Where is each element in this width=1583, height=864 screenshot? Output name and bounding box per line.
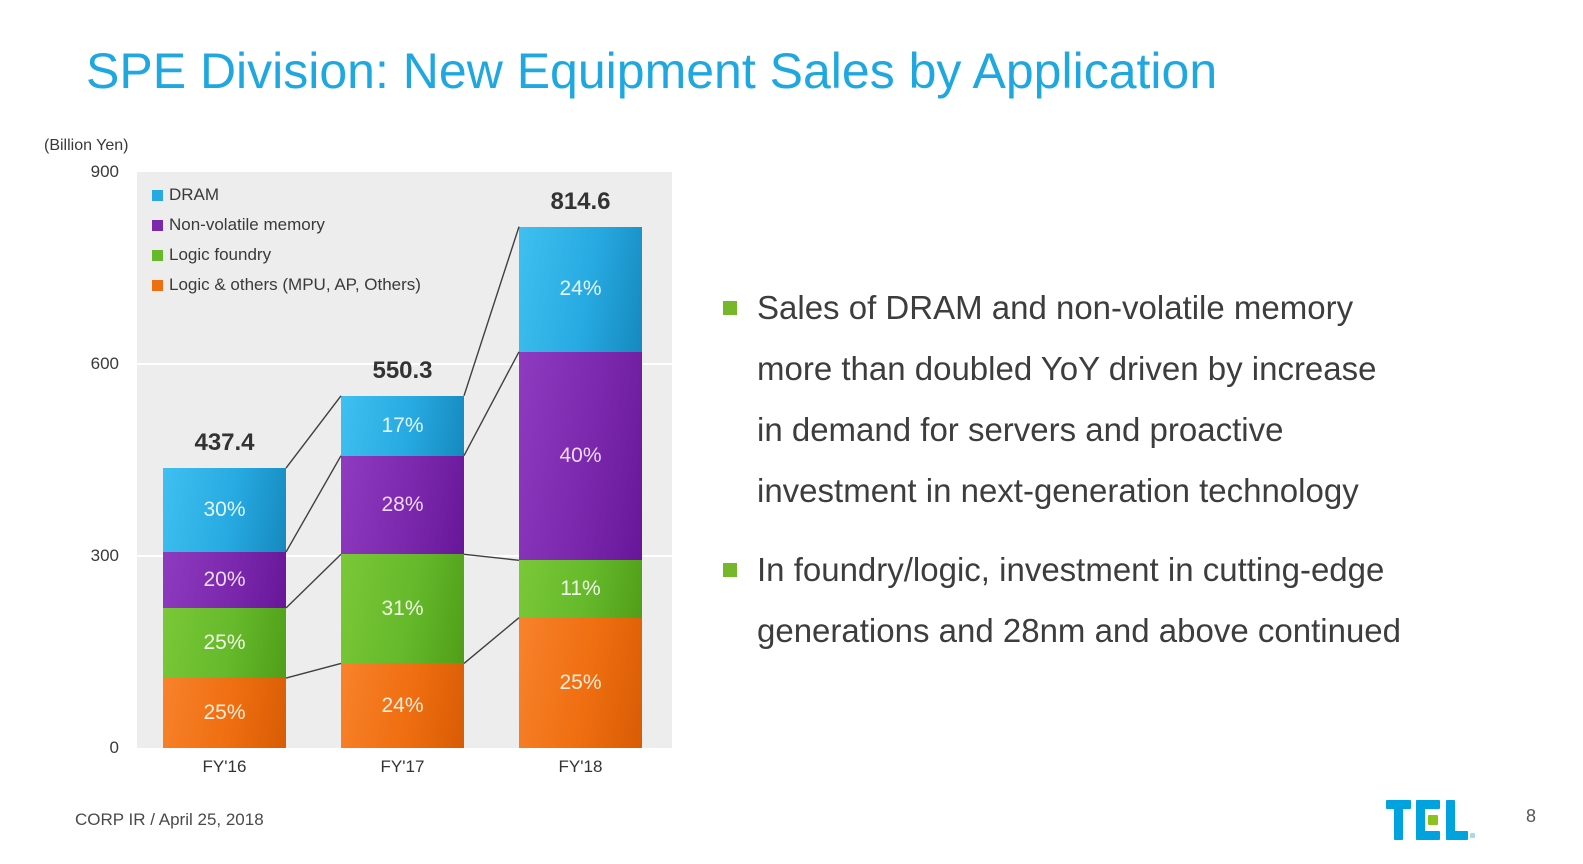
bar-segment-percent: 30% (203, 498, 246, 522)
x-tick-label: FY'16 (202, 757, 247, 776)
tel-logo-shape (1446, 831, 1468, 840)
tel-logo-shape (1446, 800, 1455, 840)
bar-total-label: 437.4 (194, 429, 255, 457)
legend-item: Logic foundry (152, 240, 421, 270)
bullet-line: investment in next-generation technology (757, 472, 1359, 509)
tel-logo-shape (1416, 831, 1440, 840)
chart-legend: DRAM Non-volatile memory Logic foundry Logi… (152, 180, 421, 300)
bullet-text: Sales of DRAM and non-volatile memory mo… (757, 277, 1377, 521)
bar-segment-percent: 25% (559, 670, 602, 694)
footer-credit: CORP IR / April 25, 2018 (75, 810, 264, 829)
legend-item: Non-volatile memory (152, 210, 421, 240)
bullet-square-icon (723, 301, 737, 315)
page-number: 8 (1525, 806, 1536, 826)
gridline-600 (137, 363, 672, 365)
connector-line (285, 662, 342, 679)
legend-label: Logic & others (MPU, AP, Others) (169, 275, 421, 294)
y-tick-label: 900 (90, 162, 119, 181)
bar-segment: 17% (341, 395, 464, 456)
bar-segment-percent: 17% (381, 413, 424, 437)
slide-title: SPE Division: New Equipment Sales by App… (86, 43, 1218, 99)
plot-area: DRAM Non-volatile memory Logic foundry Logi… (137, 172, 672, 748)
legend-swatch-icon (152, 189, 163, 201)
x-tick-label: FY'18 (558, 757, 603, 776)
legend-swatch-icon (152, 249, 163, 261)
tel-logo-shape (1470, 833, 1475, 838)
bar-segment-percent: 24% (559, 277, 602, 301)
bar-segment-percent: 28% (381, 492, 424, 516)
bar-segment-percent: 24% (381, 693, 424, 717)
bullet-text: In foundry/logic, investment in cutting-… (757, 539, 1401, 661)
bullet-line: in demand for servers and proactive (757, 411, 1284, 448)
tel-logo-shape (1428, 815, 1438, 825)
bar-total-label: 550.3 (372, 356, 433, 384)
legend-swatch-icon (152, 279, 163, 291)
bar-segment: 25% (519, 617, 642, 748)
legend-swatch-icon (152, 219, 163, 231)
connector-line (285, 455, 342, 553)
bullet-line: generations and 28nm and above continued (757, 612, 1401, 649)
legend-label: DRAM (169, 185, 220, 204)
connector-line (285, 553, 342, 609)
bar-segment-percent: 25% (203, 701, 246, 724)
bar-segment-percent: 31% (381, 596, 424, 620)
x-tick-label: FY'17 (380, 757, 425, 776)
bar-segment-percent: 40% (559, 444, 602, 468)
tel-logo-shape (1416, 800, 1425, 840)
bullet-item: Sales of DRAM and non-volatile memory mo… (723, 277, 1401, 521)
bar-segment: 25% (163, 608, 286, 678)
bullet-line: Sales of DRAM and non-volatile memory (757, 289, 1354, 326)
bar-segment-percent: 11% (560, 576, 601, 600)
y-tick-label: 600 (90, 354, 119, 373)
bar-segment: 20% (163, 552, 286, 609)
bar-segment: 30% (163, 468, 286, 553)
bullet-list: Sales of DRAM and non-volatile memory mo… (723, 277, 1401, 661)
bar-segment: 24% (519, 226, 642, 352)
legend-label: Non-volatile memory (169, 215, 325, 234)
legend-label: Logic foundry (169, 245, 272, 264)
connector-line (463, 617, 520, 665)
tel-logo-shape (1416, 800, 1440, 809)
bullet-square-icon (723, 563, 737, 577)
bar-segment: 40% (519, 351, 642, 561)
bar-segment-percent: 20% (203, 568, 246, 592)
tel-logo-shape (1394, 800, 1403, 840)
bar-segment: 11% (519, 560, 642, 618)
bar-total-label: 814.6 (550, 187, 611, 215)
y-tick-label: 0 (109, 738, 119, 757)
bar-segment: 24% (341, 663, 464, 748)
y-tick-label: 300 (90, 546, 119, 565)
bullet-item: In foundry/logic, investment in cutting-… (723, 539, 1401, 661)
bar-segment: 31% (341, 554, 464, 664)
bullet-line: In foundry/logic, investment in cutting-… (757, 551, 1385, 588)
y-axis-unit-label: (Billion Yen) (44, 137, 129, 154)
legend-item: Logic & others (MPU, AP, Others) (152, 270, 421, 300)
bar-segment: 25% (163, 678, 286, 748)
bar-segment: 28% (341, 455, 464, 555)
tel-logo (1386, 800, 1476, 840)
legend-item: DRAM (152, 180, 421, 210)
bullet-line: more than doubled YoY driven by increase (757, 350, 1377, 387)
bar-segment-percent: 25% (203, 631, 246, 655)
